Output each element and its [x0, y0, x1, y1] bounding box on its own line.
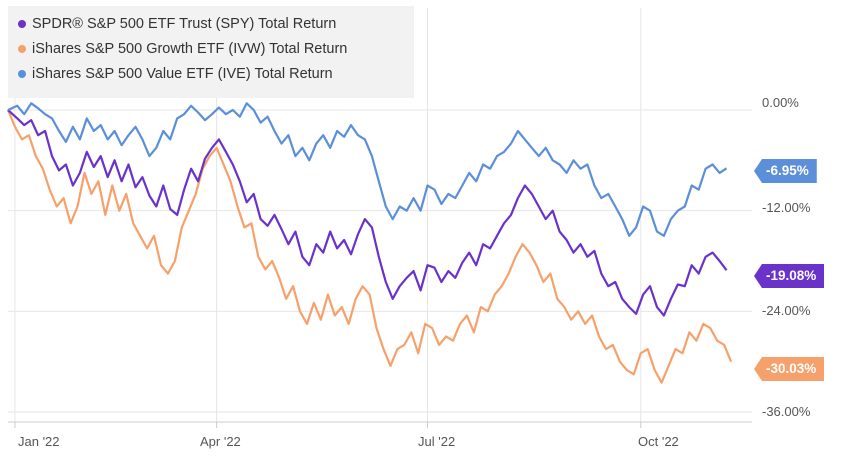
legend-label-spy: SPDR® S&P 500 ETF Trust (SPY) Total Retu…: [32, 16, 337, 32]
legend-dot-spy: [18, 20, 26, 28]
legend-item-ive[interactable]: iShares S&P 500 Value ETF (IVE) Total Re…: [18, 66, 333, 82]
x-tick-label: Jul '22: [418, 434, 456, 449]
legend-label-ive: iShares S&P 500 Value ETF (IVE) Total Re…: [32, 66, 333, 82]
x-tick-label: Apr '22: [200, 434, 241, 449]
legend-item-spy[interactable]: SPDR® S&P 500 ETF Trust (SPY) Total Retu…: [18, 16, 336, 32]
chart-legend: SPDR® S&P 500 ETF Trust (SPY) Total Retu…: [8, 6, 414, 98]
legend-label-ivw: iShares S&P 500 Growth ETF (IVW) Total R…: [32, 41, 348, 57]
chart-axes: [8, 421, 752, 428]
y-tick-label: -36.00%: [762, 404, 811, 419]
y-tick-label: -24.00%: [762, 303, 811, 318]
legend-dot-ive: [18, 70, 26, 78]
x-tick-label: Oct '22: [638, 434, 679, 449]
x-tick-label: Jan '22: [18, 434, 60, 449]
legend-item-ivw[interactable]: iShares S&P 500 Growth ETF (IVW) Total R…: [18, 41, 347, 57]
legend-dot-ivw: [18, 45, 26, 53]
end-value-label-spy: -19.08%: [754, 264, 825, 288]
y-tick-label: 0.00%: [762, 95, 799, 110]
series-line-spy[interactable]: [7, 109, 728, 317]
end-value-label-ivw: -30.03%: [754, 357, 825, 381]
y-tick-label: -12.00%: [762, 200, 811, 215]
series-line-ive[interactable]: [7, 102, 728, 237]
series-line-ivw[interactable]: [6, 109, 733, 384]
end-value-label-ive: -6.95%: [754, 159, 817, 183]
series-lines: [6, 102, 733, 384]
